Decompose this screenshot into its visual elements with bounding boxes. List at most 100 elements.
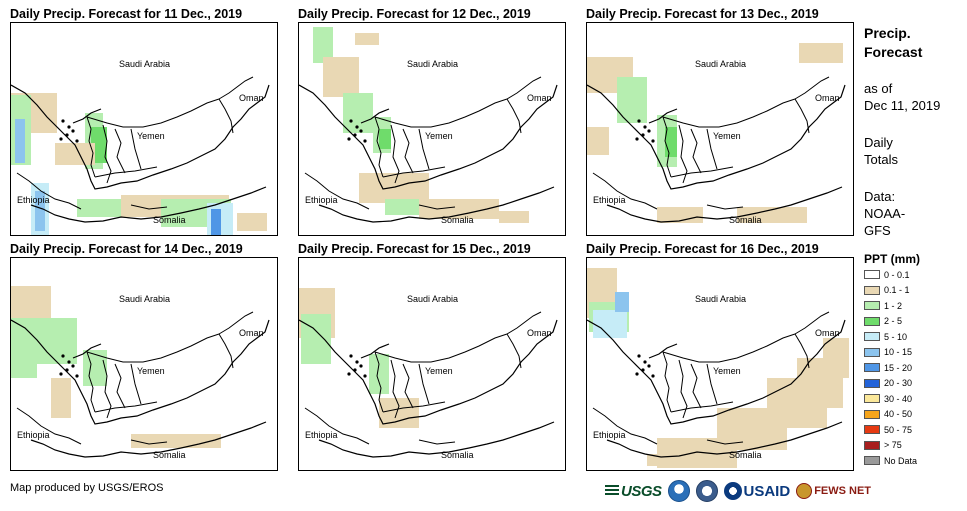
legend-row: 5 - 10	[864, 331, 907, 342]
precip-area	[83, 350, 107, 386]
panel-title-11dec: Daily Precip. Forecast for 11 Dec., 2019	[10, 7, 243, 21]
country-label-ethiopia: Ethiopia	[17, 195, 50, 205]
map-canvas: Saudi Arabia Oman Yemen Ethiopia Somalia	[11, 286, 270, 460]
precip-area	[37, 318, 77, 364]
legend-swatch	[864, 347, 880, 357]
legend-label: No Data	[884, 455, 918, 466]
island	[647, 129, 651, 133]
country-label-somalia: Somalia	[729, 215, 762, 225]
country-label-yemen: Yemen	[137, 131, 165, 141]
country-label-yemen: Yemen	[425, 366, 453, 376]
island	[71, 129, 75, 133]
admin-boundary	[402, 363, 414, 409]
admin-boundary	[506, 333, 522, 369]
admin-boundary	[706, 363, 718, 405]
map-canvas: Saudi Arabia Oman Yemen Ethiopia Somalia	[299, 288, 558, 460]
legend-swatch	[864, 301, 880, 310]
admin-boundary	[662, 116, 672, 178]
country-label-somalia: Somalia	[441, 215, 474, 225]
country-label-yemen: Yemen	[425, 131, 453, 141]
island	[643, 125, 647, 129]
legend-swatch	[864, 456, 880, 465]
coastline	[299, 319, 558, 425]
country-label-yemen: Yemen	[713, 131, 741, 141]
forecast-map-11dec: Saudi Arabia Oman Yemen Ethiopia Somalia	[10, 22, 278, 236]
admin-boundary	[382, 401, 446, 413]
coastline	[318, 421, 555, 458]
legend-row: 0 - 0.1	[864, 269, 910, 280]
admin-boundary	[418, 363, 430, 405]
admin-boundary	[374, 116, 384, 178]
legend-daily-totals: Daily Totals	[864, 135, 898, 167]
legend-row: > 75	[864, 440, 902, 451]
admin-boundary	[86, 98, 220, 128]
admin-boundary	[506, 98, 522, 134]
admin-boundary	[86, 333, 220, 363]
precip-area	[587, 127, 609, 155]
admin-boundary	[94, 401, 158, 413]
island	[355, 360, 359, 364]
precip-patches	[587, 268, 849, 468]
forecast-map-16dec: Saudi Arabia Oman Yemen Ethiopia Somalia	[586, 257, 854, 471]
island	[641, 133, 645, 137]
legend-label: 5 - 10	[884, 331, 908, 342]
precip-area	[593, 310, 627, 338]
forecast-map-14dec: Saudi Arabia Oman Yemen Ethiopia Somalia	[10, 257, 278, 471]
admin-boundary	[678, 359, 688, 419]
admin-boundary	[374, 333, 508, 363]
precip-area	[15, 119, 25, 163]
country-label-somalia: Somalia	[153, 215, 186, 225]
admin-boundary	[794, 76, 830, 100]
legend-label: 40 - 50	[884, 409, 913, 419]
admin-boundary	[418, 204, 456, 210]
island	[349, 119, 353, 123]
island	[651, 139, 655, 143]
island	[635, 372, 639, 376]
country-label-somalia: Somalia	[441, 450, 474, 460]
island	[65, 368, 69, 372]
legend-row: 2 - 5	[864, 316, 902, 327]
precip-area	[55, 143, 95, 165]
precip-patches	[11, 286, 221, 448]
admin-boundary	[130, 204, 168, 210]
precip-area	[323, 57, 359, 97]
country-label-ethiopia: Ethiopia	[593, 430, 626, 440]
admin-boundary	[102, 359, 112, 419]
admin-boundary	[374, 351, 384, 413]
admin-boundary	[506, 76, 542, 100]
precip-area	[499, 211, 529, 223]
coastline	[30, 421, 267, 458]
admin-boundary	[304, 172, 370, 210]
legend-swatch	[864, 425, 880, 434]
island	[635, 137, 639, 141]
legend-label: 1 - 2	[884, 300, 903, 311]
map-canvas: Saudi Arabia Oman Yemen Ethiopia Somalia	[587, 268, 849, 468]
country-label-saudi: Saudi Arabia	[407, 59, 458, 69]
country-label-oman: Oman	[527, 328, 552, 338]
admin-boundary	[304, 407, 370, 445]
precip-area	[647, 454, 687, 466]
island	[347, 137, 351, 141]
admin-boundary	[418, 439, 456, 445]
legend-swatch	[864, 316, 880, 326]
admin-boundary	[670, 166, 734, 178]
admin-boundary	[662, 351, 672, 413]
map-credit: Map produced by USGS/EROS	[10, 482, 164, 494]
admin-boundary	[86, 116, 96, 178]
admin-boundary	[670, 401, 734, 413]
map-canvas: Saudi Arabia Oman Yemen Ethiopia Somalia	[11, 59, 270, 235]
island	[59, 137, 63, 141]
coastline	[299, 84, 558, 190]
precip-area	[313, 27, 333, 63]
coastline	[318, 186, 555, 223]
coastline	[72, 108, 102, 124]
admin-boundary	[382, 166, 446, 178]
agency-seal-logo	[695, 480, 718, 502]
admin-boundary	[218, 98, 234, 134]
island	[637, 119, 641, 123]
country-label-oman: Oman	[815, 93, 840, 103]
legend-label: 0.1 - 1	[884, 285, 910, 295]
admin-boundary	[402, 128, 414, 174]
island	[349, 354, 353, 358]
coastline	[606, 421, 843, 458]
